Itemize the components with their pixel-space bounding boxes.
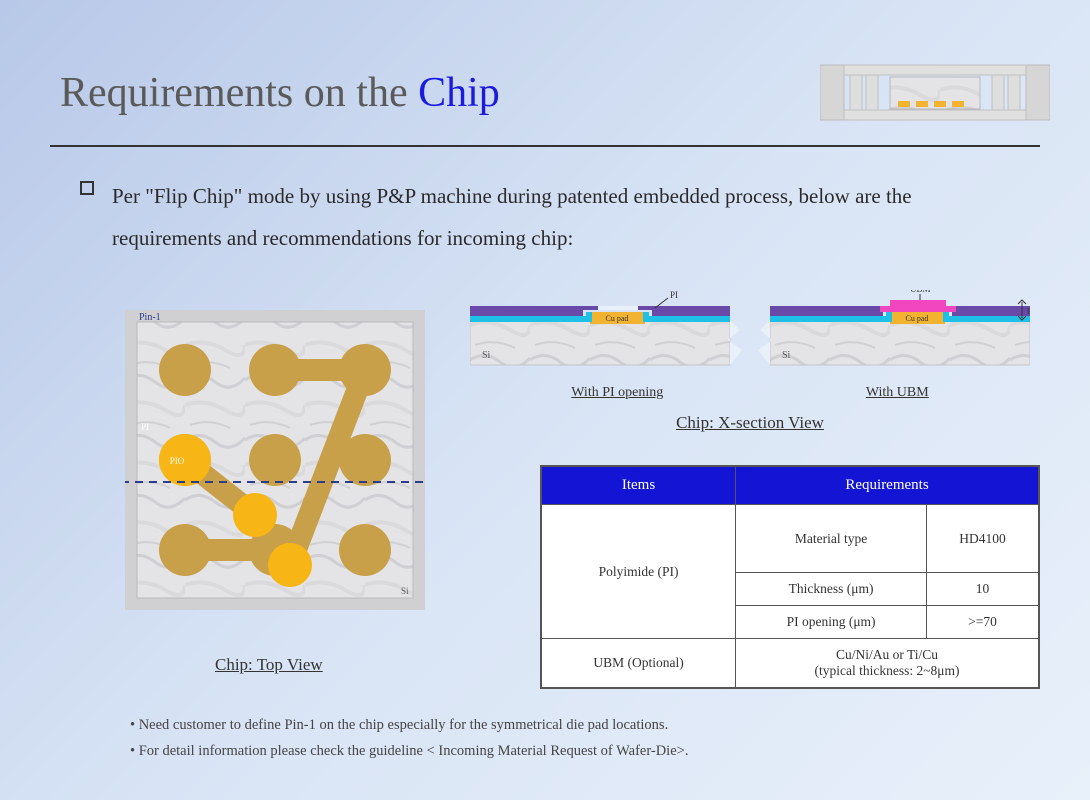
svg-text:Cu pad: Cu pad — [606, 314, 629, 323]
cell-v-material: HD4100 — [927, 505, 1039, 573]
xsection-right-label: With UBM — [866, 385, 929, 401]
svg-text:Si: Si — [782, 350, 791, 361]
footnotes: • Need customer to define Pin-1 on the c… — [130, 712, 688, 764]
chip-xsection-diagram: Cu pad PI Si Cu pad UBM PI Si With PI op… — [470, 290, 1030, 433]
cell-item-pi: Polyimide (PI) — [541, 505, 736, 639]
cell-k-thickness: Thickness (μm) — [736, 573, 927, 606]
svg-text:UBM: UBM — [910, 290, 931, 294]
intro-bullet: Per "Flip Chip" mode by using P&P machin… — [80, 175, 1010, 259]
title-prefix: Requirements on the — [60, 70, 418, 116]
svg-text:Si: Si — [482, 350, 491, 361]
si-label: Si — [401, 586, 409, 596]
cell-v-opening: >=70 — [927, 606, 1039, 639]
svg-text:Cu pad: Cu pad — [906, 314, 929, 323]
requirements-table: Items Requirements Polyimide (PI) Materi… — [540, 465, 1040, 689]
page-title: Requirements on the Chip — [60, 69, 500, 117]
cell-k-opening: PI opening (μm) — [736, 606, 927, 639]
pin1-label: Pin-1 — [139, 312, 161, 323]
footnote-1: • Need customer to define Pin-1 on the c… — [130, 712, 688, 738]
title-accent: Chip — [418, 70, 500, 116]
pio-label: PIO — [170, 456, 185, 466]
cell-item-ubm: UBM (Optional) — [541, 639, 736, 689]
svg-text:PI: PI — [1027, 307, 1030, 316]
xsection-caption: Chip: X-section View — [470, 413, 1030, 433]
intro-text: Per "Flip Chip" mode by using P&P machin… — [112, 175, 1010, 259]
cell-v-thickness: 10 — [927, 573, 1039, 606]
cell-k-material: Material type — [736, 505, 927, 573]
top-view-caption: Chip: Top View — [215, 655, 323, 675]
chip-top-view-diagram: Pin-1 PI PIO Si — [125, 310, 425, 610]
col-items: Items — [541, 466, 736, 505]
title-divider — [50, 145, 1040, 147]
xsection-left-label: With PI opening — [571, 385, 663, 401]
footnote-2: • For detail information please check th… — [130, 738, 688, 764]
col-requirements: Requirements — [736, 466, 1039, 505]
cell-req-ubm: Cu/Ni/Au or Ti/Cu(typical thickness: 2~8… — [736, 639, 1039, 689]
pi-label: PI — [141, 422, 149, 432]
bullet-marker-icon — [80, 181, 94, 195]
header-chip-graphic — [820, 55, 1050, 130]
svg-text:PI: PI — [670, 290, 678, 300]
